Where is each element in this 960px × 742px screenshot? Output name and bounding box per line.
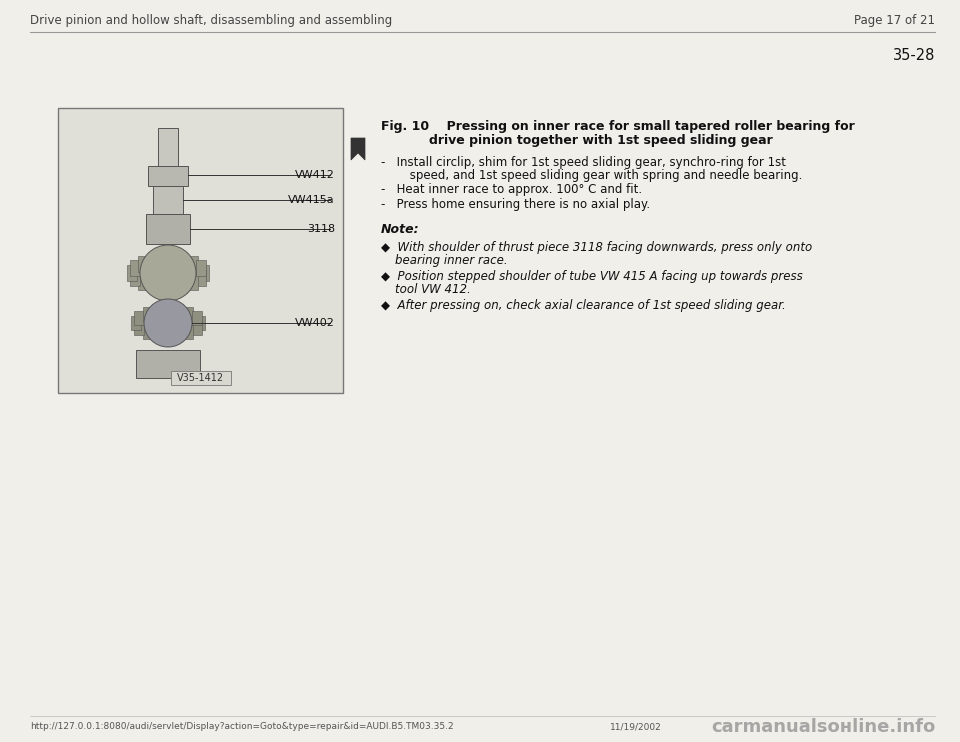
FancyBboxPatch shape	[196, 260, 206, 276]
FancyBboxPatch shape	[137, 256, 148, 272]
FancyBboxPatch shape	[149, 253, 159, 269]
Text: 11/19/2002: 11/19/2002	[610, 722, 661, 731]
Text: speed, and 1st speed sliding gear with spring and needle bearing.: speed, and 1st speed sliding gear with s…	[391, 169, 803, 182]
FancyBboxPatch shape	[131, 316, 141, 330]
Circle shape	[140, 245, 196, 301]
Text: VW402: VW402	[295, 318, 335, 328]
Text: Page 17 of 21: Page 17 of 21	[854, 14, 935, 27]
FancyBboxPatch shape	[136, 350, 200, 378]
Text: VW412: VW412	[295, 170, 335, 180]
Text: ◆  Position stepped shoulder of tube VW 415 A facing up towards press: ◆ Position stepped shoulder of tube VW 4…	[381, 270, 803, 283]
FancyBboxPatch shape	[134, 321, 144, 335]
Text: V35-1412: V35-1412	[177, 373, 224, 383]
Text: http://127.0.0.1:8080/audi/servlet/Display?action=Goto&type=repair&id=AUDI.B5.TM: http://127.0.0.1:8080/audi/servlet/Displ…	[30, 722, 454, 731]
FancyBboxPatch shape	[143, 325, 153, 339]
Text: Note:: Note:	[381, 223, 420, 236]
Text: 35-28: 35-28	[893, 48, 935, 63]
FancyBboxPatch shape	[188, 256, 199, 272]
FancyBboxPatch shape	[158, 128, 178, 166]
Text: VW415a: VW415a	[288, 195, 335, 205]
Text: -   Press home ensuring there is no axial play.: - Press home ensuring there is no axial …	[381, 198, 650, 211]
FancyBboxPatch shape	[143, 307, 153, 321]
FancyBboxPatch shape	[195, 316, 205, 330]
FancyBboxPatch shape	[183, 325, 193, 339]
Text: bearing inner race.: bearing inner race.	[395, 254, 508, 267]
FancyBboxPatch shape	[58, 108, 343, 393]
FancyBboxPatch shape	[156, 327, 166, 341]
FancyBboxPatch shape	[192, 321, 202, 335]
Polygon shape	[351, 138, 365, 160]
Text: ◆  After pressing on, check axial clearance of 1st speed sliding gear.: ◆ After pressing on, check axial clearan…	[381, 299, 785, 312]
FancyBboxPatch shape	[163, 278, 173, 294]
FancyBboxPatch shape	[183, 307, 193, 321]
FancyBboxPatch shape	[188, 274, 199, 290]
FancyBboxPatch shape	[130, 270, 140, 286]
Text: carmanualsонline.info: carmanualsонline.info	[710, 718, 935, 736]
Text: Drive pinion and hollow shaft, disassembling and assembling: Drive pinion and hollow shaft, disassemb…	[30, 14, 393, 27]
Text: drive pinion together with 1st speed sliding gear: drive pinion together with 1st speed sli…	[429, 134, 773, 147]
Text: -   Heat inner race to approx. 100° C and fit.: - Heat inner race to approx. 100° C and …	[381, 183, 642, 196]
FancyBboxPatch shape	[137, 274, 148, 290]
FancyBboxPatch shape	[177, 253, 187, 269]
FancyBboxPatch shape	[199, 265, 209, 281]
FancyBboxPatch shape	[171, 371, 230, 385]
FancyBboxPatch shape	[127, 265, 137, 281]
FancyBboxPatch shape	[170, 327, 180, 341]
Text: tool VW 412.: tool VW 412.	[395, 283, 470, 296]
FancyBboxPatch shape	[196, 270, 206, 286]
FancyBboxPatch shape	[153, 186, 183, 214]
FancyBboxPatch shape	[149, 277, 159, 292]
Text: 3118: 3118	[307, 224, 335, 234]
FancyBboxPatch shape	[134, 311, 144, 325]
Circle shape	[144, 299, 192, 347]
Text: ◆  With shoulder of thrust piece 3118 facing downwards, press only onto: ◆ With shoulder of thrust piece 3118 fac…	[381, 241, 812, 254]
FancyBboxPatch shape	[146, 214, 190, 244]
FancyBboxPatch shape	[170, 305, 180, 319]
FancyBboxPatch shape	[130, 260, 140, 276]
FancyBboxPatch shape	[163, 252, 173, 269]
Text: Fig. 10    Pressing on inner race for small tapered roller bearing for: Fig. 10 Pressing on inner race for small…	[381, 120, 854, 133]
FancyBboxPatch shape	[177, 277, 187, 292]
FancyBboxPatch shape	[192, 311, 202, 325]
Text: -   Install circlip, shim for 1st speed sliding gear, synchro-ring for 1st: - Install circlip, shim for 1st speed sl…	[381, 156, 786, 169]
FancyBboxPatch shape	[156, 305, 166, 319]
FancyBboxPatch shape	[148, 166, 188, 186]
